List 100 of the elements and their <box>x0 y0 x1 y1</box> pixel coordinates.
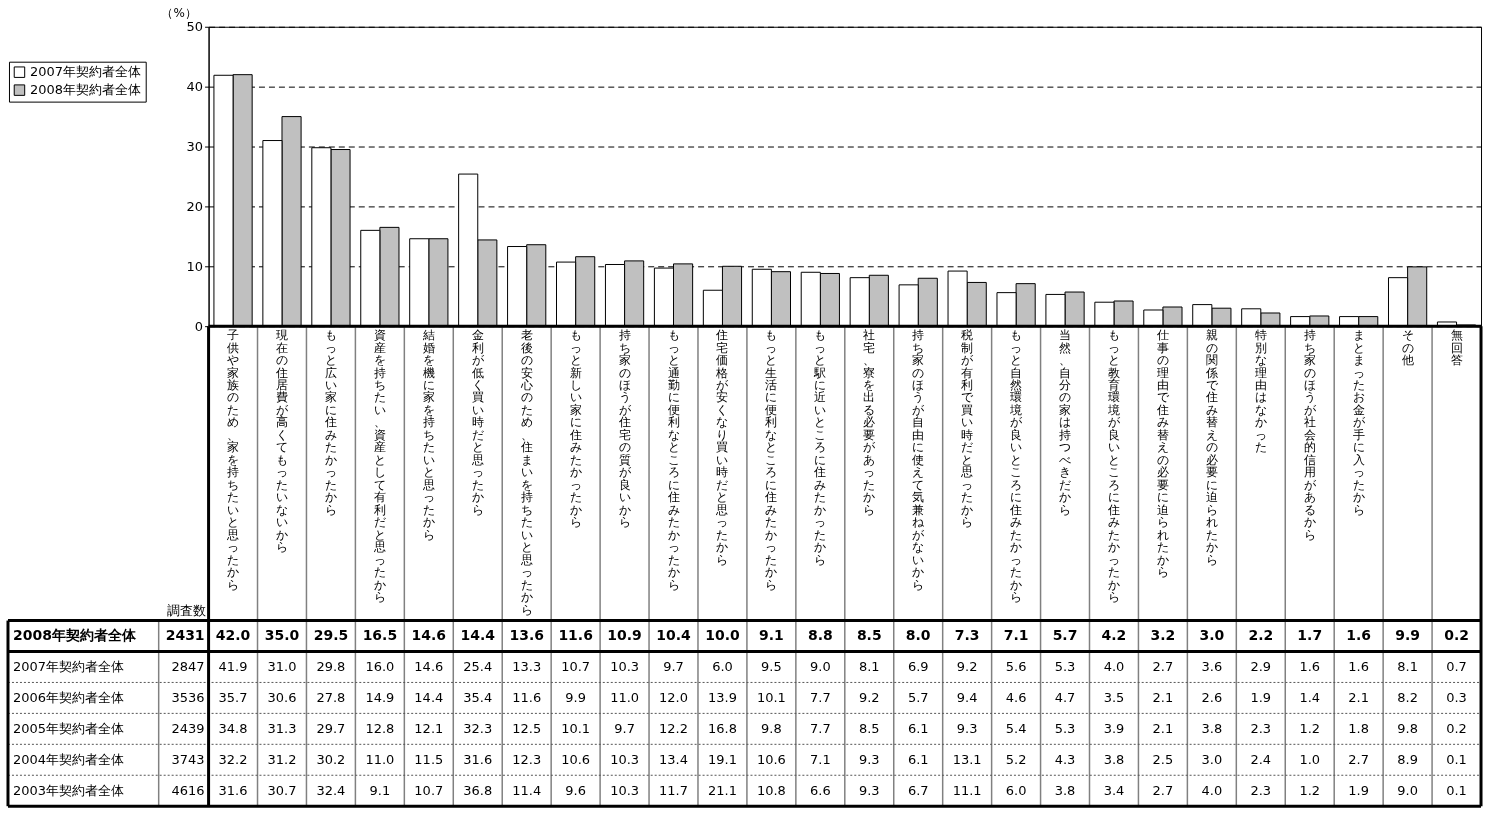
category-label: 現在の住居費が高くてもったいないから <box>275 328 288 555</box>
category-label: 持ち家のほうが住宅の質が良いから <box>618 328 631 530</box>
text: 9.7 <box>614 720 635 736</box>
text: 29.7 <box>316 720 346 736</box>
category-label: もっと広い家に住みたかったから <box>324 328 337 517</box>
text: 31.6 <box>218 782 248 798</box>
text: 9.6 <box>565 782 586 798</box>
text: 7.7 <box>810 689 831 705</box>
category-label: 金利が低く買い時だと思ったから <box>471 328 484 517</box>
category-label: 仕事の理由で住み替えの必要に迫られたから <box>1156 328 1169 580</box>
data-label: 29.8 <box>316 658 346 674</box>
data-label: 10.7 <box>561 658 591 674</box>
text: 32.2 <box>218 751 248 767</box>
text: 1.0 <box>1299 751 1321 767</box>
text: 2005年契約者全体 <box>12 720 124 736</box>
text: 11.7 <box>659 782 688 798</box>
text: 4616 <box>171 782 205 798</box>
text: 2.5 <box>1152 751 1174 767</box>
text: 11.0 <box>365 751 395 767</box>
text: 6.0 <box>1005 782 1027 798</box>
category-label: 子供や家族のため、家を持ちたいと思ったから <box>227 328 240 592</box>
data-label: 9.1 <box>759 627 784 644</box>
legend-label: 2007年契約者全体 <box>29 64 141 80</box>
text: 9.0 <box>1397 782 1418 798</box>
data-label: 10.0 <box>705 627 740 644</box>
text: 19.1 <box>708 751 737 767</box>
text: 2.3 <box>1250 720 1272 736</box>
text: 10.1 <box>756 689 786 705</box>
text: 9.2 <box>858 689 880 705</box>
text: 9.8 <box>761 720 782 736</box>
text: 10.1 <box>561 720 591 736</box>
y-tick-label: 30 <box>186 139 204 155</box>
y-tick-label: 10 <box>186 258 204 274</box>
text: 14.9 <box>365 689 395 705</box>
text: 1.2 <box>1299 782 1321 798</box>
category-label: 持ち家のほうが社会的信用があるから <box>1303 328 1316 542</box>
data-label: 42.0 <box>215 627 251 644</box>
text: 30.2 <box>316 751 346 767</box>
data-label: 8.0 <box>905 627 931 644</box>
data-label: 25.4 <box>463 658 493 674</box>
data-label: 5.3 <box>1054 658 1076 674</box>
text: 5.7 <box>907 689 929 705</box>
text: 1.9 <box>1250 689 1272 705</box>
text: 9.3 <box>858 751 880 767</box>
text: 9.9 <box>565 689 586 705</box>
data-label: 2.9 <box>1250 658 1272 674</box>
data-label: 7.3 <box>954 627 980 644</box>
text: 6.1 <box>907 720 929 736</box>
text: 2.3 <box>1250 782 1272 798</box>
data-label: 14.6 <box>411 627 447 644</box>
text: 10.6 <box>561 751 591 767</box>
text: 13.4 <box>659 751 688 767</box>
text: 16.8 <box>708 720 737 736</box>
data-label: 16.5 <box>362 627 398 644</box>
data-label: 3.6 <box>1201 658 1223 674</box>
text: 27.8 <box>316 689 346 705</box>
category-label: 住宅価格が安くなり買い時だと思ったから <box>716 328 729 567</box>
data-label: 13.3 <box>512 658 542 674</box>
category-label: 資産を持ちたい、資産として有利だと思ったから <box>373 328 386 605</box>
text: 調査数 <box>166 602 206 618</box>
text: 2006年契約者全体 <box>12 689 124 705</box>
text: 9.3 <box>956 720 978 736</box>
category-label: 税制が有利で買い時だと思ったから <box>961 328 974 530</box>
data-label: 10.9 <box>607 627 642 644</box>
data-label: 5.6 <box>1005 658 1027 674</box>
text: 2847 <box>171 658 205 674</box>
text: 8.5 <box>858 720 880 736</box>
text: 3.4 <box>1103 782 1125 798</box>
text: 12.3 <box>512 751 542 767</box>
text: 3.5 <box>1103 689 1125 705</box>
text: 7.7 <box>810 720 831 736</box>
text: 34.8 <box>218 720 248 736</box>
data-label: 8.1 <box>1397 658 1418 674</box>
text: 31.2 <box>267 751 297 767</box>
text: 4.7 <box>1054 689 1076 705</box>
text: 3743 <box>171 751 205 767</box>
text: 2439 <box>171 720 205 736</box>
data-label: 9.9 <box>1395 627 1420 644</box>
category-label: 老後の安心のため、住まいを持ちたいと思ったから <box>520 328 533 617</box>
text: 2431 <box>165 627 205 644</box>
data-label: 8.5 <box>856 627 882 644</box>
text: 8.2 <box>1397 689 1418 705</box>
category-label: もっと通勤に便利なところに住みたかったから <box>667 328 680 592</box>
data-label: 10.3 <box>610 658 640 674</box>
text: 21.1 <box>708 782 737 798</box>
text: 1.8 <box>1348 720 1369 736</box>
text: 5.3 <box>1054 720 1076 736</box>
text: 3536 <box>171 689 205 705</box>
category-label: 親の関係で住み替えの必要に迫られたから <box>1205 328 1218 567</box>
text: 6.7 <box>907 782 929 798</box>
text: 10.3 <box>610 751 640 767</box>
text: 0.2 <box>1446 720 1467 736</box>
category-label: もっと自然環境が良いところに住みたかったから <box>1010 328 1023 605</box>
text: 9.1 <box>369 782 391 798</box>
y-tick-label: 0 <box>194 318 204 334</box>
text: 7.1 <box>810 751 831 767</box>
x-tick-label: その他 <box>1401 328 1414 368</box>
text: 4.3 <box>1054 751 1076 767</box>
category-label: 結婚を機に家を持ちたいと思ったから <box>422 328 435 542</box>
data-label: 2.2 <box>1248 627 1274 644</box>
